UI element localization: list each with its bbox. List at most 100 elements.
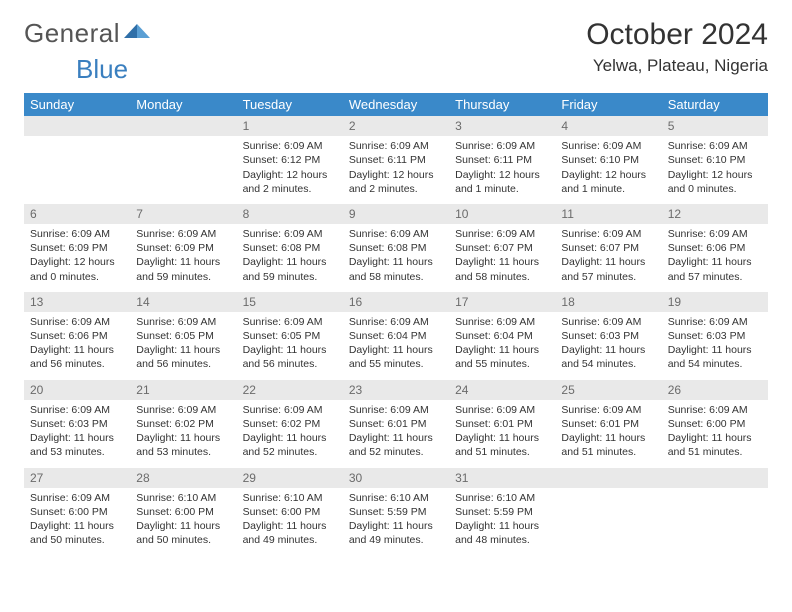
- day-cell-num: 17: [449, 292, 555, 312]
- sunrise-text: Sunrise: 6:10 AM: [349, 491, 443, 505]
- day-detail: Sunrise: 6:09 AMSunset: 6:11 PMDaylight:…: [449, 136, 555, 204]
- day-cell-num: 7: [130, 204, 236, 224]
- daynum-row: 2728293031: [24, 468, 768, 488]
- sunrise-text: Sunrise: 6:09 AM: [30, 403, 124, 417]
- daylight-text: Daylight: 11 hours and 51 minutes.: [455, 431, 549, 459]
- day-cell-body: Sunrise: 6:09 AMSunset: 6:03 PMDaylight:…: [662, 312, 768, 380]
- day-detail: Sunrise: 6:09 AMSunset: 6:02 PMDaylight:…: [237, 400, 343, 468]
- day-cell-num: [24, 116, 130, 136]
- day-cell-num: 11: [555, 204, 661, 224]
- sunrise-text: Sunrise: 6:09 AM: [243, 315, 337, 329]
- day-number: 12: [662, 204, 768, 224]
- daylight-text: Daylight: 11 hours and 51 minutes.: [668, 431, 762, 459]
- sunset-text: Sunset: 6:04 PM: [455, 329, 549, 343]
- sunrise-text: Sunrise: 6:09 AM: [136, 227, 230, 241]
- day-detail: Sunrise: 6:09 AMSunset: 6:05 PMDaylight:…: [237, 312, 343, 380]
- sunrise-text: Sunrise: 6:10 AM: [136, 491, 230, 505]
- sunset-text: Sunset: 6:01 PM: [349, 417, 443, 431]
- day-cell-body: [24, 136, 130, 204]
- day-cell-body: Sunrise: 6:09 AMSunset: 6:01 PMDaylight:…: [555, 400, 661, 468]
- day-number: 3: [449, 116, 555, 136]
- day-cell-num: 14: [130, 292, 236, 312]
- day-number: 29: [237, 468, 343, 488]
- day-number: 28: [130, 468, 236, 488]
- daynum-row: 6789101112: [24, 204, 768, 224]
- day-detail: Sunrise: 6:09 AMSunset: 6:07 PMDaylight:…: [449, 224, 555, 292]
- day-number: 7: [130, 204, 236, 224]
- day-detail: Sunrise: 6:10 AMSunset: 5:59 PMDaylight:…: [343, 488, 449, 556]
- day-detail: [662, 488, 768, 499]
- sunset-text: Sunset: 6:01 PM: [455, 417, 549, 431]
- day-number: 21: [130, 380, 236, 400]
- day-cell-body: Sunrise: 6:09 AMSunset: 6:02 PMDaylight:…: [237, 400, 343, 468]
- day-detail: Sunrise: 6:09 AMSunset: 6:04 PMDaylight:…: [449, 312, 555, 380]
- day-number: 30: [343, 468, 449, 488]
- sunrise-text: Sunrise: 6:09 AM: [349, 139, 443, 153]
- daybody-row: Sunrise: 6:09 AMSunset: 6:00 PMDaylight:…: [24, 488, 768, 556]
- day-cell-num: 2: [343, 116, 449, 136]
- day-cell-body: Sunrise: 6:09 AMSunset: 6:08 PMDaylight:…: [343, 224, 449, 292]
- day-cell-body: Sunrise: 6:09 AMSunset: 6:05 PMDaylight:…: [237, 312, 343, 380]
- empty-day: [24, 116, 130, 136]
- sunset-text: Sunset: 6:06 PM: [30, 329, 124, 343]
- day-cell-num: 13: [24, 292, 130, 312]
- day-cell-body: [130, 136, 236, 204]
- day-cell-body: Sunrise: 6:09 AMSunset: 6:06 PMDaylight:…: [24, 312, 130, 380]
- day-detail: Sunrise: 6:09 AMSunset: 6:03 PMDaylight:…: [555, 312, 661, 380]
- day-detail: Sunrise: 6:09 AMSunset: 6:08 PMDaylight:…: [237, 224, 343, 292]
- day-cell-num: 22: [237, 380, 343, 400]
- day-cell-num: 27: [24, 468, 130, 488]
- weekday-head: Friday: [555, 93, 661, 116]
- sunset-text: Sunset: 6:07 PM: [561, 241, 655, 255]
- day-detail: Sunrise: 6:09 AMSunset: 6:10 PMDaylight:…: [555, 136, 661, 204]
- daylight-text: Daylight: 11 hours and 52 minutes.: [243, 431, 337, 459]
- day-cell-num: 24: [449, 380, 555, 400]
- daylight-text: Daylight: 11 hours and 50 minutes.: [30, 519, 124, 547]
- day-cell-num: [130, 116, 236, 136]
- day-cell-body: Sunrise: 6:09 AMSunset: 6:04 PMDaylight:…: [449, 312, 555, 380]
- sunset-text: Sunset: 6:02 PM: [243, 417, 337, 431]
- daylight-text: Daylight: 11 hours and 57 minutes.: [668, 255, 762, 283]
- day-cell-num: [662, 468, 768, 488]
- daylight-text: Daylight: 12 hours and 1 minute.: [455, 168, 549, 196]
- sunrise-text: Sunrise: 6:09 AM: [561, 139, 655, 153]
- sunrise-text: Sunrise: 6:09 AM: [455, 139, 549, 153]
- daylight-text: Daylight: 11 hours and 48 minutes.: [455, 519, 549, 547]
- sunset-text: Sunset: 6:03 PM: [668, 329, 762, 343]
- month-title: October 2024: [586, 18, 768, 52]
- empty-day: [555, 468, 661, 488]
- day-number: 25: [555, 380, 661, 400]
- sunset-text: Sunset: 6:04 PM: [349, 329, 443, 343]
- day-detail: Sunrise: 6:09 AMSunset: 6:10 PMDaylight:…: [662, 136, 768, 204]
- sunset-text: Sunset: 6:12 PM: [243, 153, 337, 167]
- day-cell-num: 8: [237, 204, 343, 224]
- day-detail: Sunrise: 6:09 AMSunset: 6:03 PMDaylight:…: [24, 400, 130, 468]
- daylight-text: Daylight: 12 hours and 0 minutes.: [668, 168, 762, 196]
- daylight-text: Daylight: 12 hours and 2 minutes.: [243, 168, 337, 196]
- sunset-text: Sunset: 6:00 PM: [30, 505, 124, 519]
- daylight-text: Daylight: 11 hours and 54 minutes.: [561, 343, 655, 371]
- weekday-head: Tuesday: [237, 93, 343, 116]
- weekday-head: Thursday: [449, 93, 555, 116]
- daylight-text: Daylight: 11 hours and 55 minutes.: [349, 343, 443, 371]
- daylight-text: Daylight: 11 hours and 56 minutes.: [243, 343, 337, 371]
- day-cell-num: 12: [662, 204, 768, 224]
- sunrise-text: Sunrise: 6:10 AM: [243, 491, 337, 505]
- sunrise-text: Sunrise: 6:09 AM: [668, 403, 762, 417]
- day-detail: Sunrise: 6:09 AMSunset: 6:01 PMDaylight:…: [343, 400, 449, 468]
- daynum-row: 12345: [24, 116, 768, 136]
- day-cell-body: Sunrise: 6:09 AMSunset: 6:06 PMDaylight:…: [662, 224, 768, 292]
- sunrise-text: Sunrise: 6:09 AM: [455, 315, 549, 329]
- sunset-text: Sunset: 6:00 PM: [668, 417, 762, 431]
- sunset-text: Sunset: 6:05 PM: [136, 329, 230, 343]
- sunset-text: Sunset: 6:09 PM: [30, 241, 124, 255]
- day-cell-num: 3: [449, 116, 555, 136]
- day-cell-num: 28: [130, 468, 236, 488]
- day-number: 8: [237, 204, 343, 224]
- sunrise-text: Sunrise: 6:09 AM: [455, 403, 549, 417]
- day-cell-body: Sunrise: 6:09 AMSunset: 6:01 PMDaylight:…: [343, 400, 449, 468]
- weekday-head: Monday: [130, 93, 236, 116]
- weekday-head: Wednesday: [343, 93, 449, 116]
- sunrise-text: Sunrise: 6:09 AM: [668, 315, 762, 329]
- day-number: 31: [449, 468, 555, 488]
